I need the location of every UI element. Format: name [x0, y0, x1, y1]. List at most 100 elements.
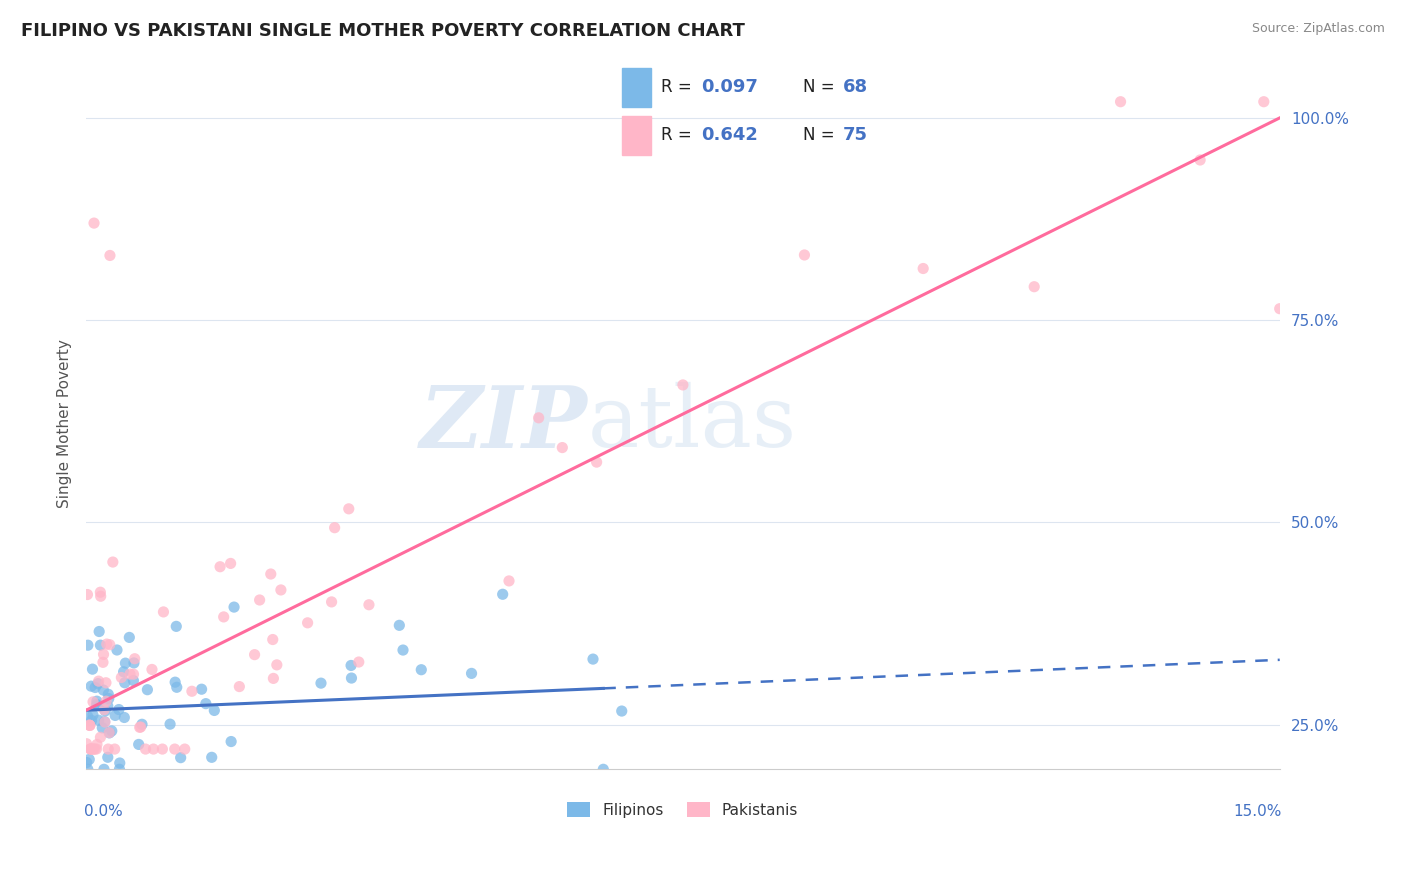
Point: [122, 656, 145, 670]
Point: [260, 567, 283, 582]
Point: [347, 655, 370, 669]
Point: [243, 648, 266, 662]
Point: [84, 681, 107, 695]
Point: [492, 587, 515, 601]
Point: [124, 651, 146, 665]
Point: [297, 615, 319, 630]
Point: [202, 703, 225, 717]
Point: [180, 684, 202, 698]
Point: [108, 762, 131, 776]
Point: [219, 557, 242, 571]
Point: [392, 643, 415, 657]
Point: [80, 679, 103, 693]
Point: [131, 717, 153, 731]
Point: [79, 742, 101, 756]
Text: 0.642: 0.642: [700, 127, 758, 145]
Point: [585, 455, 607, 469]
Point: [79, 718, 101, 732]
Point: [98, 248, 121, 262]
Point: [87, 698, 110, 713]
Point: [128, 720, 150, 734]
Point: [94, 704, 117, 718]
Point: [323, 521, 346, 535]
Point: [262, 672, 284, 686]
Point: [82, 742, 104, 756]
Point: [114, 675, 136, 690]
Point: [79, 718, 101, 732]
Point: [118, 667, 141, 681]
Point: [80, 714, 103, 728]
Point: [340, 671, 363, 685]
Point: [87, 676, 110, 690]
Point: [94, 715, 117, 730]
Point: [1268, 301, 1291, 316]
Point: [173, 742, 195, 756]
Point: [97, 687, 120, 701]
Text: 15.0%: 15.0%: [1233, 804, 1282, 819]
Bar: [621, 68, 651, 106]
Point: [97, 742, 120, 756]
Point: [80, 742, 103, 756]
Point: [165, 675, 187, 690]
Point: [209, 559, 232, 574]
Point: [100, 723, 122, 738]
Point: [110, 671, 132, 685]
Point: [118, 631, 141, 645]
Point: [150, 742, 173, 756]
Point: [165, 619, 187, 633]
Point: [163, 742, 186, 756]
Point: [112, 710, 135, 724]
Point: [1024, 279, 1046, 293]
Point: [96, 637, 118, 651]
Point: [76, 756, 98, 770]
Point: [76, 709, 98, 723]
Point: [83, 742, 105, 756]
Point: [222, 600, 245, 615]
Point: [228, 680, 250, 694]
Point: [93, 762, 115, 776]
Point: [460, 666, 482, 681]
Point: [82, 742, 104, 756]
Point: [94, 694, 117, 708]
Point: [388, 618, 411, 632]
Point: [793, 248, 815, 262]
Point: [309, 676, 332, 690]
Point: [129, 720, 152, 734]
Point: [79, 718, 101, 732]
Point: [89, 624, 111, 639]
Point: [86, 694, 108, 708]
Point: [582, 652, 605, 666]
Point: [89, 731, 111, 745]
Point: [104, 742, 127, 756]
Text: atlas: atlas: [588, 382, 797, 465]
Point: [340, 658, 363, 673]
Point: [270, 582, 292, 597]
Text: 75: 75: [844, 127, 868, 145]
Point: [98, 725, 121, 739]
Point: [91, 721, 114, 735]
Point: [219, 734, 242, 748]
Point: [104, 708, 127, 723]
Point: [201, 750, 224, 764]
Point: [87, 674, 110, 689]
Text: R =: R =: [661, 78, 697, 96]
Text: ZIP: ZIP: [419, 382, 588, 465]
Point: [135, 742, 157, 756]
Text: N =: N =: [803, 127, 841, 145]
Point: [112, 665, 135, 679]
Point: [76, 588, 98, 602]
Point: [76, 737, 98, 751]
Point: [79, 742, 101, 756]
Text: R =: R =: [661, 127, 697, 145]
Point: [136, 682, 159, 697]
Text: N =: N =: [803, 78, 841, 96]
Legend: Filipinos, Pakistanis: Filipinos, Pakistanis: [561, 796, 804, 824]
Point: [101, 555, 124, 569]
Point: [86, 742, 108, 756]
Point: [77, 752, 100, 766]
Point: [90, 589, 112, 603]
Point: [76, 762, 98, 776]
Point: [551, 441, 574, 455]
Point: [159, 717, 181, 731]
Point: [249, 593, 271, 607]
